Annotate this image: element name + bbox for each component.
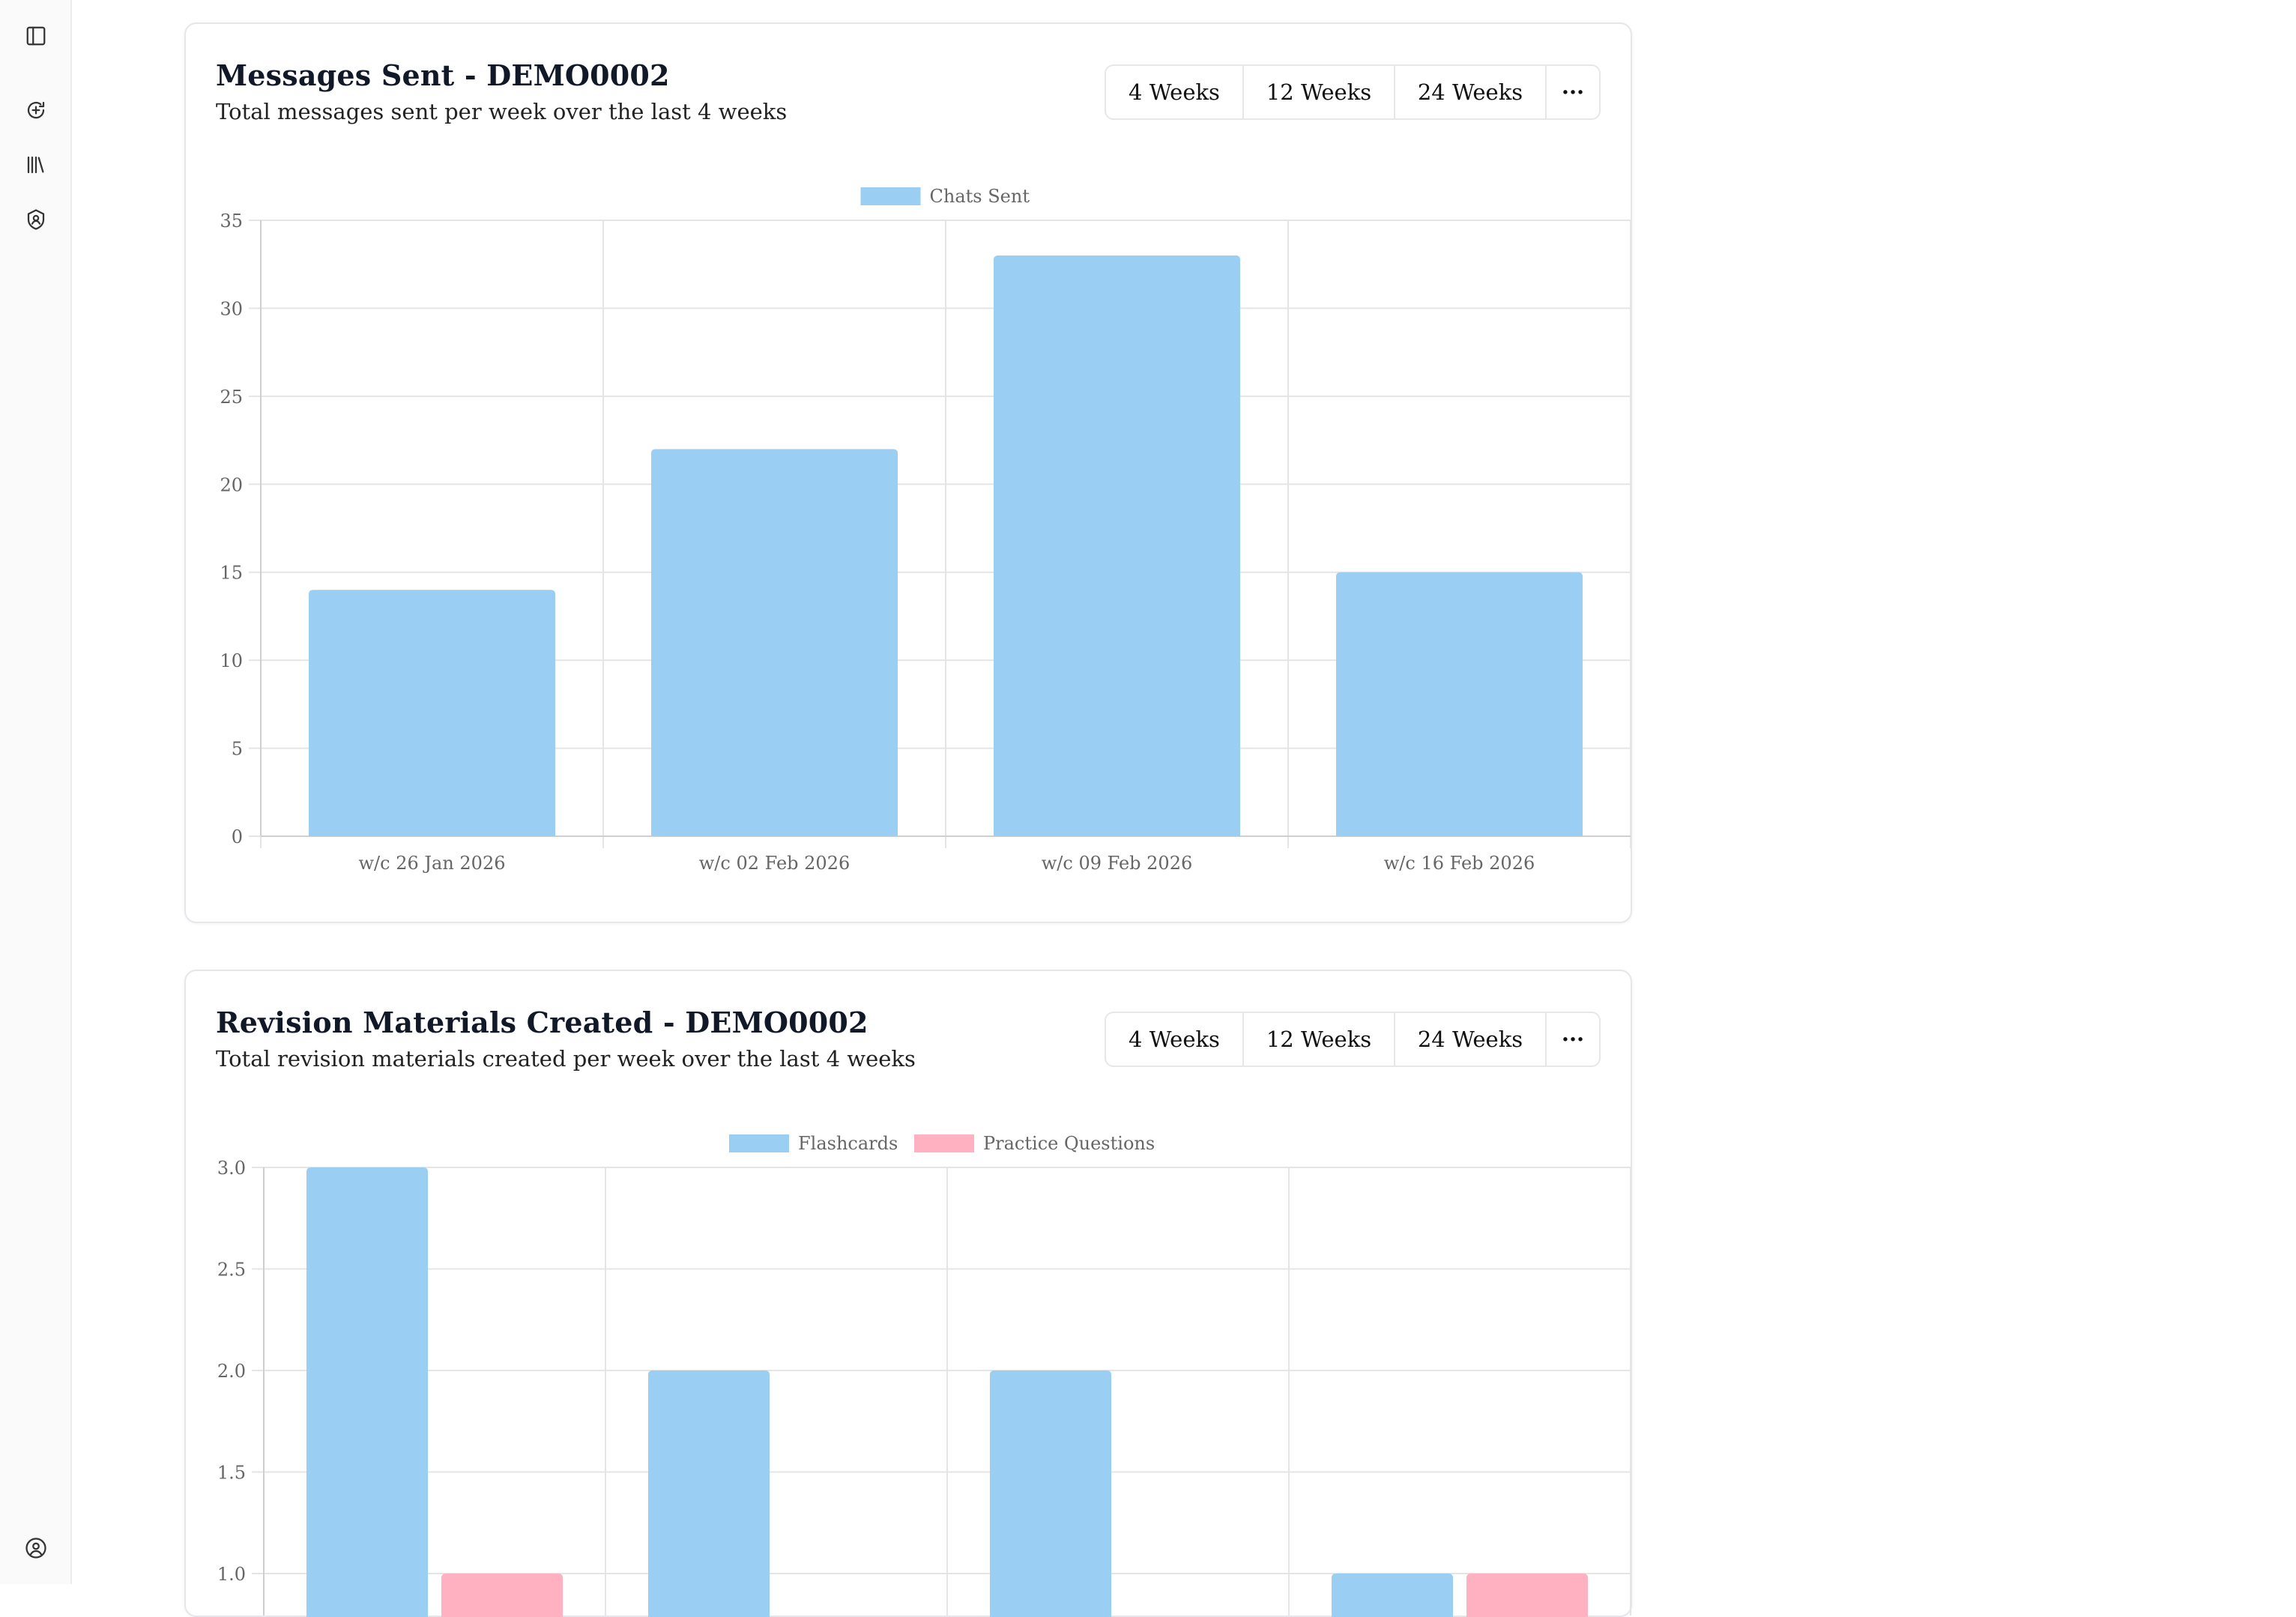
x-tick-label: w/c 09 Feb 2026 xyxy=(1042,853,1192,874)
x-tick-label: w/c 16 Feb 2026 xyxy=(1384,853,1535,874)
messages-sent-chart: 0 5 10 15 20 25 30 35 w/c 26 Jan 2026 w/c 02 Feb … xyxy=(220,186,1631,874)
y-tick-label: 2.5 xyxy=(217,1260,246,1281)
y-tick-label: 2.0 xyxy=(217,1361,246,1382)
new-chat-icon[interactable] xyxy=(23,97,49,123)
range-4-weeks-button[interactable]: 4 Weeks xyxy=(1106,1013,1244,1066)
range-12-weeks-button[interactable]: 12 Weeks xyxy=(1244,66,1395,118)
sidebar-toggle-icon[interactable] xyxy=(23,23,49,49)
range-12-weeks-button[interactable]: 12 Weeks xyxy=(1244,1013,1395,1066)
y-tick-label: 1.5 xyxy=(217,1463,246,1484)
range-24-weeks-button[interactable]: 24 Weeks xyxy=(1395,1013,1547,1066)
card-title: Revision Materials Created - DEMO0002 xyxy=(216,1006,868,1039)
x-tick-label: w/c 26 Jan 2026 xyxy=(359,853,506,874)
legend-label: Practice Questions xyxy=(983,1133,1155,1154)
shield-icon[interactable] xyxy=(23,207,49,232)
y-tick-label: 20 xyxy=(220,474,243,495)
y-tick-label: 3.0 xyxy=(217,1158,246,1179)
y-tick-label: 1.0 xyxy=(217,1564,246,1585)
legend-swatch-flashcards xyxy=(729,1134,789,1152)
bar-1 xyxy=(308,590,556,836)
legend-label: Chats Sent xyxy=(930,186,1030,207)
y-tick-label: 30 xyxy=(220,298,243,319)
bar-3 xyxy=(993,255,1241,836)
range-selector: 4 Weeks 12 Weeks 24 Weeks ··· xyxy=(1105,1012,1601,1067)
user-profile-icon[interactable] xyxy=(23,1535,49,1561)
card-title: Messages Sent - DEMO0002 xyxy=(216,58,670,92)
library-icon[interactable] xyxy=(23,152,49,178)
bar-practice-questions-1 xyxy=(441,1574,563,1617)
bar-flashcards-3 xyxy=(990,1370,1111,1617)
more-options-button[interactable]: ··· xyxy=(1561,79,1585,105)
range-4-weeks-button[interactable]: 4 Weeks xyxy=(1106,66,1244,118)
sidebar xyxy=(0,0,72,1584)
legend-swatch-chats-sent xyxy=(860,187,921,205)
y-tick-label: 10 xyxy=(220,650,243,671)
revision-materials-chart: 1.0 1.5 2.0 2.5 3.0 Flashcards Practice Questi… xyxy=(217,1133,1631,1617)
y-tick-label: 0 xyxy=(232,826,243,847)
bar-flashcards-2 xyxy=(648,1370,770,1617)
revision-materials-card: Revision Materials Created - DEMO0002 To… xyxy=(184,970,1632,1617)
bar-practice-questions-4 xyxy=(1466,1574,1588,1617)
bar-flashcards-1 xyxy=(306,1167,428,1617)
legend-label: Flashcards xyxy=(798,1133,898,1154)
card-subtitle: Total messages sent per week over the la… xyxy=(216,99,788,124)
bar-flashcards-4 xyxy=(1332,1574,1453,1617)
bar-2 xyxy=(650,449,898,836)
y-tick-label: 15 xyxy=(220,563,243,584)
messages-sent-card: Messages Sent - DEMO0002 Total messages … xyxy=(184,22,1632,923)
x-tick-label: w/c 02 Feb 2026 xyxy=(699,853,850,874)
more-options-button[interactable]: ··· xyxy=(1561,1027,1585,1052)
y-tick-label: 25 xyxy=(220,387,243,408)
legend-swatch-practice-questions xyxy=(914,1134,974,1152)
card-subtitle: Total revision materials created per wee… xyxy=(216,1046,916,1072)
y-tick-label: 5 xyxy=(232,739,243,760)
range-24-weeks-button[interactable]: 24 Weeks xyxy=(1395,66,1547,118)
range-selector: 4 Weeks 12 Weeks 24 Weeks ··· xyxy=(1105,64,1601,120)
bar-4 xyxy=(1335,572,1583,836)
y-tick-label: 35 xyxy=(220,211,243,232)
